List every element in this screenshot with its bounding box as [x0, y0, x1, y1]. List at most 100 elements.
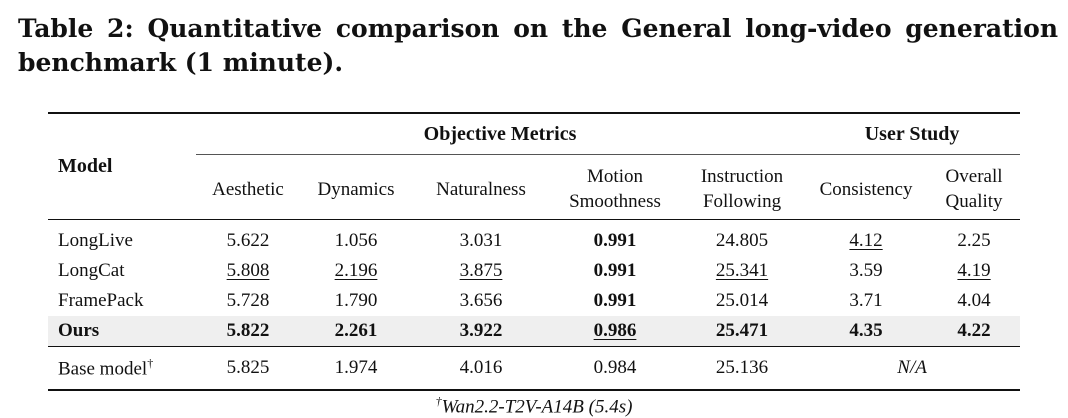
column-header-line: Overall	[945, 166, 1003, 187]
cell-value: 4.22	[957, 320, 991, 341]
cell-value: 4.04	[957, 290, 991, 311]
table-cell: 4.12	[804, 220, 928, 257]
cell-value: 25.014	[715, 290, 769, 311]
table-cell: 25.341	[680, 256, 804, 286]
table-row: FramePack 5.728 1.790 3.656 0.991 25.014 3.71 4…	[48, 286, 1020, 316]
cell-value: 5.808	[226, 260, 270, 281]
table-cell: 24.805	[680, 220, 804, 257]
table-row: Ours 5.822 2.261 3.922 0.986 25.471 4.35 4.22	[48, 316, 1021, 347]
cell-value: 3.922	[459, 320, 503, 341]
cell-value: 0.991	[593, 230, 637, 251]
table-cell: 3.59	[804, 256, 928, 286]
table-footnote: †Wan2.2-T2V-A14B (5.4s)	[0, 394, 1068, 418]
table-cell: 1.790	[300, 286, 412, 316]
cell-value: 5.728	[226, 290, 270, 311]
footnote-text: Wan2.2-T2V-A14B (5.4s)	[441, 396, 633, 418]
column-header-line: Consistency	[819, 178, 913, 200]
table-cell: 3.656	[412, 286, 550, 316]
table-cell: 4.016	[412, 346, 550, 391]
column-header: Consistency	[804, 159, 929, 220]
cell-value: 0.986	[593, 320, 637, 341]
model-column-header: Model	[48, 113, 196, 220]
column-header-line: Aesthetic	[212, 178, 284, 200]
row-model-name: Base model†	[48, 346, 196, 391]
table-cell: 5.825	[196, 346, 300, 391]
table-cell: 3.922	[412, 316, 550, 347]
results-table-wrapper: Model Objective Metrics User Study Aesth…	[48, 112, 1021, 391]
row-model-name: LongLive	[58, 230, 133, 251]
base-model-label: Base model	[58, 358, 148, 380]
user-study-header: User Study	[804, 113, 1021, 155]
table-cell: 4.19	[928, 256, 1020, 286]
table-cell: 0.991	[550, 286, 680, 316]
cell-value: 25.341	[715, 260, 769, 281]
cell-value: 4.35	[849, 320, 883, 341]
table-row: LongLive 5.622 1.056 3.031 0.991 24.805 4.12 2.…	[48, 220, 1020, 257]
cell-value: 3.875	[459, 260, 503, 281]
column-header: Instruction Following	[680, 159, 805, 220]
table-cell: 25.014	[680, 286, 804, 316]
footnote-dagger: †	[435, 394, 442, 408]
base-model-dagger: †	[147, 355, 154, 370]
cell-value: 2.261	[334, 320, 378, 341]
row-model-name: Ours	[48, 316, 196, 347]
column-header-line: Quality	[945, 191, 1003, 212]
table-cell: 5.622	[196, 220, 300, 257]
table-cell: 2.196	[300, 256, 412, 286]
table-cell: 3.71	[804, 286, 928, 316]
cell-value: 3.71	[849, 290, 883, 311]
cell-value: 25.471	[715, 320, 769, 341]
cell-value: 0.991	[593, 290, 637, 311]
column-header: Naturalness	[412, 159, 550, 220]
table-cell: 0.984	[550, 346, 680, 391]
column-header-line: Naturalness	[436, 178, 526, 200]
table-cell: 0.991	[550, 256, 680, 286]
base-model-row: Base model† 5.825 1.974 4.016 0.984 25.136 N/A	[48, 346, 1021, 391]
column-header: Dynamics	[300, 159, 412, 220]
table-cell: 1.974	[300, 346, 412, 391]
cell-value: 0.991	[593, 260, 637, 281]
cell-value: 3.031	[459, 230, 503, 251]
table-cell: 2.261	[300, 316, 412, 347]
column-header-line: Dynamics	[317, 178, 395, 200]
column-header-line: Motion	[587, 166, 643, 187]
table-cell: 4.04	[928, 286, 1020, 316]
table-cell: 0.991	[550, 220, 680, 257]
table-cell: 3.875	[412, 256, 550, 286]
table-cell: 4.35	[804, 316, 929, 347]
cell-value: 1.056	[334, 230, 378, 251]
column-header: Overall Quality	[928, 159, 1021, 220]
table-caption: Table 2: Quantitative comparison on the …	[18, 14, 1058, 77]
cell-value: 1.790	[334, 290, 378, 311]
table-cell: 5.822	[196, 316, 300, 347]
table-cell: 5.728	[196, 286, 300, 316]
column-header-line: Smoothness	[569, 191, 661, 212]
row-model-name: FramePack	[58, 290, 144, 311]
cell-value: 5.622	[226, 230, 270, 251]
cell-value: 2.196	[334, 260, 378, 281]
cell-value: 3.656	[459, 290, 503, 311]
table-cell: 25.471	[680, 316, 805, 347]
cell-value: 2.25	[957, 230, 991, 251]
cell-value: 4.12	[849, 230, 883, 251]
table-cell: 2.25	[928, 220, 1020, 257]
table-cell: 0.986	[550, 316, 680, 347]
column-header: Motion Smoothness	[550, 159, 680, 220]
table-cell: 25.136	[680, 346, 805, 391]
group-header-row: Model Objective Metrics User Study	[48, 113, 1021, 220]
cell-value: 4.19	[957, 260, 991, 281]
table-cell: 5.808	[196, 256, 300, 286]
cell-value: 3.59	[849, 260, 883, 281]
objective-metrics-header: Objective Metrics	[196, 113, 805, 155]
cell-value: 5.822	[226, 320, 270, 341]
cell-value: 24.805	[715, 230, 769, 251]
table-row: LongCat 5.808 2.196 3.875 0.991 25.341 3.59 4.1…	[48, 256, 1020, 286]
user-study-na: N/A	[804, 346, 1021, 391]
table-cell: 4.22	[928, 316, 1021, 347]
table-cell: 1.056	[300, 220, 412, 257]
column-header-row: Aesthetic Dynamics Naturalness Motion Smooth…	[48, 159, 1021, 220]
column-header-line: Instruction	[700, 166, 784, 187]
results-table: Model Objective Metrics User Study Aesth…	[48, 112, 1021, 391]
table-cell: 3.031	[412, 220, 550, 257]
column-header: Aesthetic	[196, 159, 300, 220]
